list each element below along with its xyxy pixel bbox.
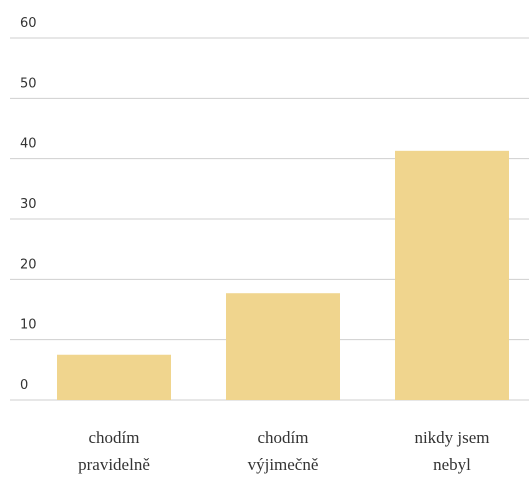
- bar: [226, 293, 340, 400]
- y-tick-label: 10: [20, 318, 37, 333]
- bar: [395, 150, 509, 400]
- bar: [57, 354, 171, 400]
- y-tick-label: 60: [20, 16, 37, 31]
- x-tick-label: chodím pravidelně: [78, 428, 150, 474]
- x-tick-label: nikdy jsem nebyl: [414, 428, 490, 474]
- y-tick-label: 40: [20, 137, 37, 152]
- y-tick-label: 20: [20, 257, 37, 272]
- y-tick-label: 50: [20, 76, 37, 91]
- x-tick-label: chodím výjimečně: [247, 428, 319, 474]
- y-tick-label: 0: [20, 378, 28, 393]
- y-tick-label: 30: [20, 197, 37, 212]
